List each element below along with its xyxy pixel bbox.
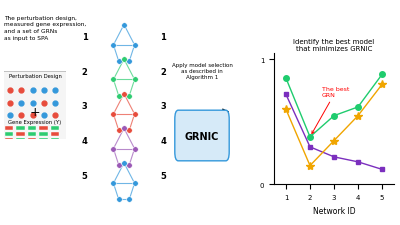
- Text: Perturbation Design: Perturbation Design: [8, 74, 62, 79]
- Bar: [39, 138, 48, 143]
- Text: Gene Expression (Y): Gene Expression (Y): [8, 119, 62, 124]
- Legend: GRNIC, Badness of Fit, Number of regulators in GRN: GRNIC, Badness of Fit, Number of regulat…: [262, 223, 348, 225]
- Text: The perturbation design,
measured gene expression,
and a set of GRNs
as input to: The perturbation design, measured gene e…: [4, 16, 86, 40]
- Text: Apply model selection
as described in
Algorithm 1: Apply model selection as described in Al…: [172, 63, 232, 80]
- Bar: [50, 144, 59, 149]
- Bar: [39, 144, 48, 149]
- Bar: [50, 132, 59, 137]
- Title: Identify the best model
that minimizes GRNIC: Identify the best model that minimizes G…: [293, 39, 375, 52]
- Text: 4: 4: [82, 136, 88, 145]
- Bar: [5, 132, 13, 137]
- Bar: [50, 126, 59, 131]
- Bar: [5, 126, 13, 131]
- Text: +: +: [30, 106, 40, 119]
- Text: 4: 4: [160, 136, 166, 145]
- Bar: [28, 138, 36, 143]
- FancyArrowPatch shape: [178, 110, 228, 115]
- FancyBboxPatch shape: [175, 111, 229, 161]
- X-axis label: Network ID: Network ID: [313, 206, 355, 215]
- Bar: [16, 138, 25, 143]
- Bar: [39, 126, 48, 131]
- Text: GRNIC: GRNIC: [185, 131, 219, 141]
- Text: 3: 3: [82, 102, 88, 111]
- Bar: [28, 144, 36, 149]
- Bar: [5, 144, 13, 149]
- FancyBboxPatch shape: [3, 72, 67, 140]
- Text: 2: 2: [160, 68, 166, 76]
- Bar: [16, 144, 25, 149]
- Text: 3: 3: [160, 102, 166, 111]
- Bar: [50, 138, 59, 143]
- Text: The best
GRN: The best GRN: [312, 87, 349, 134]
- Bar: [28, 126, 36, 131]
- Bar: [16, 126, 25, 131]
- Text: 1: 1: [82, 33, 88, 42]
- Text: 5: 5: [82, 171, 88, 180]
- Text: 2: 2: [82, 68, 88, 76]
- Bar: [5, 138, 13, 143]
- Bar: [39, 132, 48, 137]
- Text: 5: 5: [160, 171, 166, 180]
- Bar: [16, 132, 25, 137]
- Bar: [28, 132, 36, 137]
- Text: 1: 1: [160, 33, 166, 42]
